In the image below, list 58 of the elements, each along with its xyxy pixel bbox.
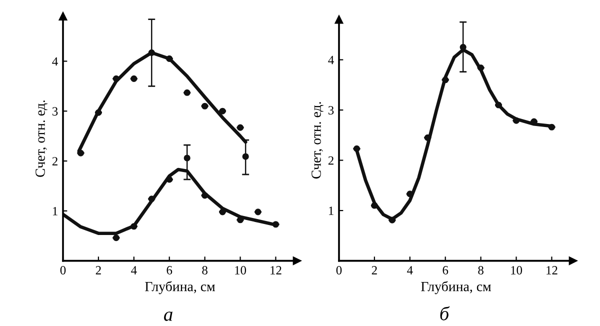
point: [95, 109, 102, 116]
x-axis-title: Глубина, см: [421, 281, 492, 294]
point: [219, 108, 226, 114]
point: [130, 75, 138, 82]
x-tick-label: 10: [235, 266, 246, 274]
point: [148, 196, 155, 202]
point: [148, 49, 155, 56]
point: [236, 124, 244, 131]
y-axis-title: Счет, отн. ед.: [312, 102, 324, 179]
point: [219, 208, 226, 216]
point: [242, 153, 249, 160]
point: [254, 208, 262, 216]
y-tick-label: 3: [52, 107, 58, 116]
point: [202, 102, 208, 110]
point: [112, 234, 120, 242]
y-tick-label: 2: [328, 156, 334, 165]
point: [184, 154, 190, 162]
x-tick-label: 8: [202, 266, 208, 274]
text: а: [164, 312, 172, 321]
x-tick-label: 4: [131, 266, 137, 274]
point: [371, 202, 378, 209]
point: [77, 150, 84, 156]
x-tick-label: 12: [270, 266, 282, 274]
y-tick-label: 3: [328, 106, 334, 114]
x-tick-label: 0: [336, 266, 342, 274]
y-tick-label: 1: [328, 206, 334, 215]
y-tick-label: 2: [52, 157, 58, 166]
x-tick-label: 0: [60, 266, 66, 274]
x-tick-label: 12: [546, 266, 558, 274]
point: [495, 102, 502, 108]
x-axis-title: Глубина, см: [145, 281, 216, 294]
point: [166, 55, 173, 62]
point: [460, 44, 466, 50]
point: [442, 76, 449, 84]
x-tick-label: 8: [478, 266, 484, 274]
y-tick-label: 4: [328, 56, 334, 64]
y-axis-title: Счет, отн. ед.: [36, 100, 48, 177]
point: [478, 64, 484, 72]
point: [353, 145, 360, 152]
y-tick-label: 1: [52, 206, 58, 216]
x-tick-label: 6: [442, 266, 448, 274]
point: [166, 176, 173, 183]
point: [512, 117, 520, 124]
x-tick-label: 10: [511, 266, 522, 274]
text: б: [440, 306, 450, 320]
x-tick-label: 4: [407, 266, 413, 274]
y-tick-label: 4: [52, 57, 58, 66]
point: [236, 216, 244, 224]
point: [112, 75, 120, 82]
point: [184, 89, 190, 96]
point: [388, 216, 396, 224]
x-tick-label: 2: [96, 266, 101, 274]
point: [202, 192, 208, 199]
x-tick-label: 6: [166, 266, 172, 274]
x-tick-label: 2: [372, 266, 377, 274]
point: [548, 124, 556, 130]
point: [272, 221, 280, 228]
point: [130, 223, 138, 230]
